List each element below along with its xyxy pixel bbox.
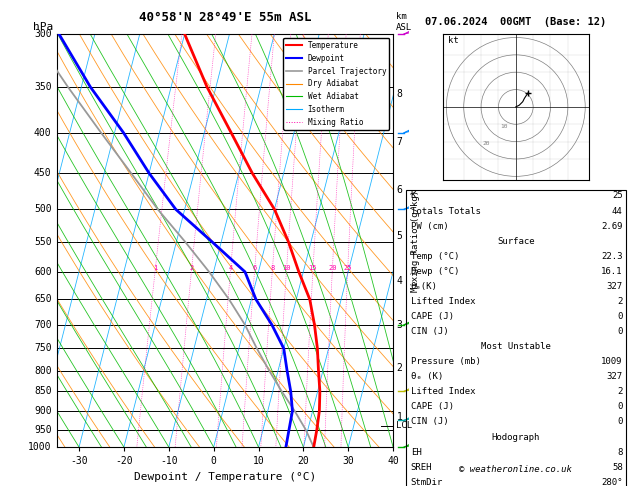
- Text: 300: 300: [34, 29, 52, 39]
- Text: 4: 4: [228, 265, 233, 271]
- Text: θₑ (K): θₑ (K): [411, 372, 443, 382]
- Text: 7: 7: [396, 137, 403, 147]
- Text: CAPE (J): CAPE (J): [411, 312, 454, 321]
- Text: 44: 44: [612, 207, 623, 216]
- Text: 6: 6: [252, 265, 257, 271]
- Text: EH: EH: [411, 448, 421, 457]
- Text: 07.06.2024  00GMT  (Base: 12): 07.06.2024 00GMT (Base: 12): [425, 17, 606, 27]
- Text: 800: 800: [34, 365, 52, 376]
- Text: 15: 15: [309, 265, 317, 271]
- Text: 2.69: 2.69: [601, 222, 623, 231]
- Text: 450: 450: [34, 168, 52, 178]
- Text: 6: 6: [396, 185, 403, 194]
- Text: 2: 2: [617, 387, 623, 397]
- Text: kt: kt: [448, 35, 459, 45]
- Text: 650: 650: [34, 295, 52, 304]
- Text: 4: 4: [396, 276, 403, 286]
- Text: km
ASL: km ASL: [396, 12, 413, 32]
- Text: 0: 0: [617, 312, 623, 321]
- Text: 20: 20: [483, 141, 490, 146]
- Text: Totals Totals: Totals Totals: [411, 207, 481, 216]
- Text: 900: 900: [34, 406, 52, 416]
- Text: 1: 1: [396, 413, 403, 422]
- Text: SREH: SREH: [411, 463, 432, 472]
- Text: 22.3: 22.3: [601, 252, 623, 261]
- Text: 0: 0: [617, 402, 623, 412]
- Text: Hodograph: Hodograph: [492, 433, 540, 442]
- Text: Lifted Index: Lifted Index: [411, 297, 476, 306]
- Text: 2: 2: [396, 364, 403, 373]
- Text: 10: 10: [500, 124, 508, 129]
- Text: 40°58'N 28°49'E 55m ASL: 40°58'N 28°49'E 55m ASL: [138, 11, 311, 24]
- Text: 20: 20: [328, 265, 337, 271]
- Text: CIN (J): CIN (J): [411, 417, 448, 427]
- Text: 10: 10: [282, 265, 291, 271]
- Text: 2: 2: [189, 265, 194, 271]
- Text: 25: 25: [343, 265, 352, 271]
- Text: 1: 1: [153, 265, 157, 271]
- Text: 327: 327: [606, 372, 623, 382]
- Text: Surface: Surface: [497, 237, 535, 246]
- Text: 5: 5: [396, 231, 403, 242]
- X-axis label: Dewpoint / Temperature (°C): Dewpoint / Temperature (°C): [134, 472, 316, 482]
- Text: Temp (°C): Temp (°C): [411, 252, 459, 261]
- Text: 327: 327: [606, 282, 623, 291]
- Text: CIN (J): CIN (J): [411, 327, 448, 336]
- Text: Most Unstable: Most Unstable: [481, 342, 551, 351]
- Text: LCL: LCL: [396, 421, 413, 431]
- Text: 58: 58: [612, 463, 623, 472]
- Text: 700: 700: [34, 320, 52, 330]
- Text: 850: 850: [34, 386, 52, 397]
- Text: 350: 350: [34, 82, 52, 92]
- Text: 3: 3: [396, 320, 403, 330]
- Text: 950: 950: [34, 424, 52, 434]
- Text: 25: 25: [612, 191, 623, 201]
- Text: 8: 8: [270, 265, 274, 271]
- Text: 16.1: 16.1: [601, 267, 623, 276]
- Text: 750: 750: [34, 344, 52, 353]
- Legend: Temperature, Dewpoint, Parcel Trajectory, Dry Adiabat, Wet Adiabat, Isotherm, Mi: Temperature, Dewpoint, Parcel Trajectory…: [283, 38, 389, 130]
- Text: 550: 550: [34, 237, 52, 247]
- Text: 8: 8: [617, 448, 623, 457]
- Text: 0: 0: [617, 327, 623, 336]
- Text: PW (cm): PW (cm): [411, 222, 448, 231]
- Text: 400: 400: [34, 128, 52, 138]
- Text: 1000: 1000: [28, 442, 52, 452]
- Text: 500: 500: [34, 204, 52, 214]
- Text: Mixing Ratio (g/kg): Mixing Ratio (g/kg): [411, 190, 420, 292]
- Text: Dewp (°C): Dewp (°C): [411, 267, 459, 276]
- Text: 2: 2: [617, 297, 623, 306]
- Text: 8: 8: [396, 89, 403, 99]
- Text: © weatheronline.co.uk: © weatheronline.co.uk: [459, 465, 572, 474]
- Text: θₑ(K): θₑ(K): [411, 282, 438, 291]
- Text: 600: 600: [34, 267, 52, 277]
- Text: 0: 0: [617, 417, 623, 427]
- Text: StmDir: StmDir: [411, 478, 443, 486]
- Text: K: K: [411, 191, 416, 201]
- Text: CAPE (J): CAPE (J): [411, 402, 454, 412]
- Text: 280°: 280°: [601, 478, 623, 486]
- Text: 1009: 1009: [601, 357, 623, 366]
- Text: Pressure (mb): Pressure (mb): [411, 357, 481, 366]
- Text: Lifted Index: Lifted Index: [411, 387, 476, 397]
- Text: hPa: hPa: [33, 21, 53, 32]
